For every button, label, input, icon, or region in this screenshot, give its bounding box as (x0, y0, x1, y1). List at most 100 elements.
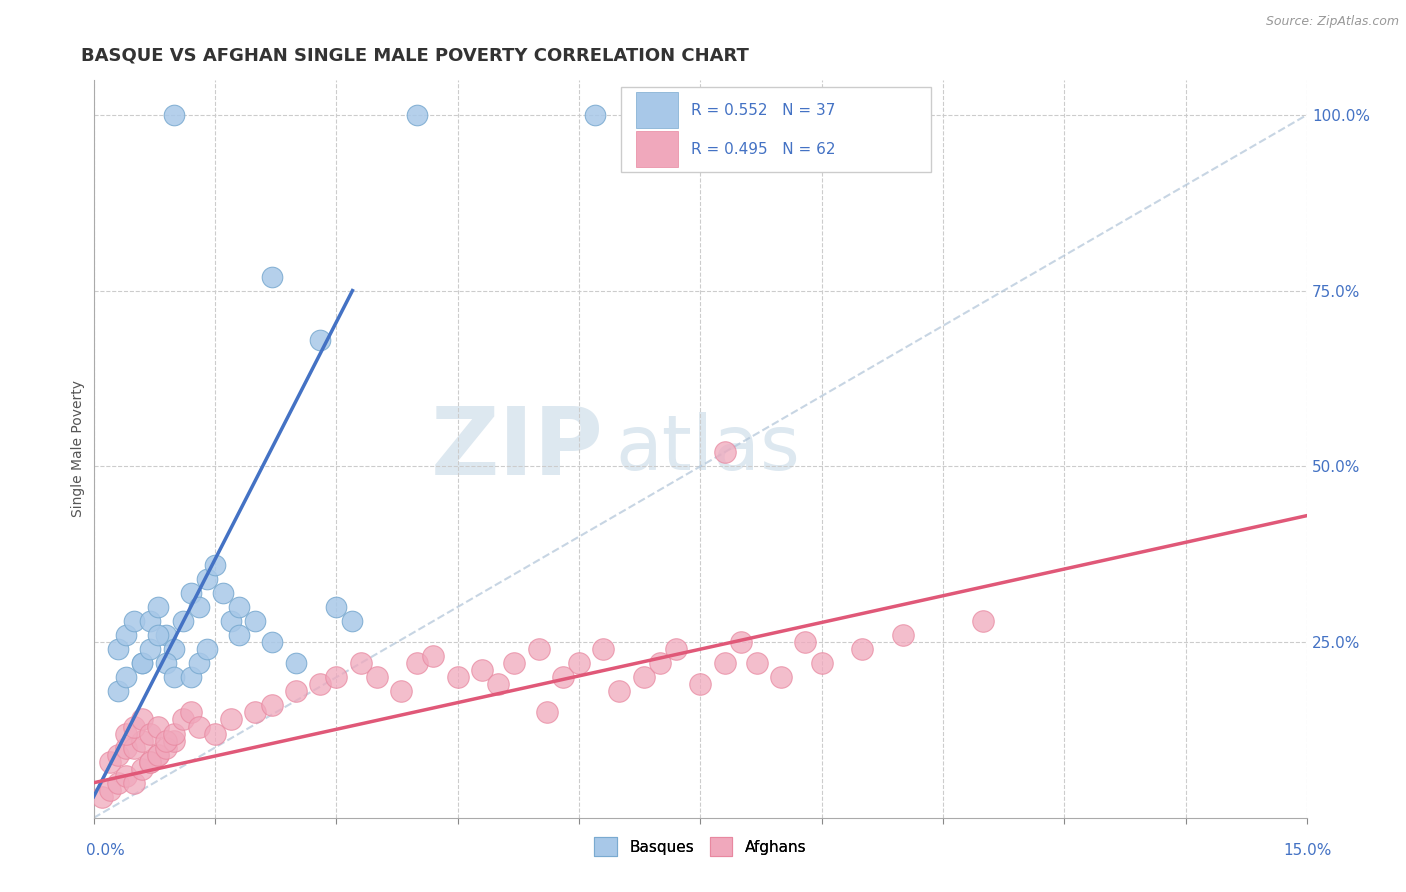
Point (245, 706, 267, 720)
Point (115, 740, 138, 755)
Point (148, 719, 170, 733)
Point (471, 663, 494, 677)
Point (260, 698, 283, 713)
Point (284, 684, 307, 698)
Text: BASQUE VS AFGHAN SINGLE MALE POVERTY CORRELATION CHART: BASQUE VS AFGHAN SINGLE MALE POVERTY COR… (82, 46, 749, 64)
Point (349, 657, 371, 671)
Point (155, 740, 177, 755)
Point (98, 755, 121, 769)
Point (228, 628, 250, 642)
Point (163, 642, 186, 657)
Y-axis label: Single Male Poverty: Single Male Poverty (72, 380, 86, 517)
Point (325, 670, 347, 684)
Point (115, 628, 138, 642)
Text: R = 0.552   N = 37: R = 0.552 N = 37 (690, 103, 835, 118)
Point (446, 670, 468, 684)
Point (115, 769, 138, 783)
Point (309, 333, 332, 347)
Text: 0.0%: 0.0% (86, 843, 125, 857)
Point (172, 713, 194, 727)
Point (122, 719, 145, 733)
Point (180, 706, 202, 720)
Point (245, 614, 267, 628)
FancyBboxPatch shape (636, 131, 679, 167)
Point (260, 635, 283, 649)
Point (342, 614, 364, 628)
Point (163, 733, 186, 747)
Point (745, 657, 768, 671)
Point (187, 599, 209, 614)
Point (592, 642, 614, 657)
Point (219, 713, 242, 727)
Point (486, 677, 509, 691)
Point (180, 670, 202, 684)
Point (536, 706, 558, 720)
Text: ZIP: ZIP (430, 403, 603, 495)
Point (730, 635, 752, 649)
Point (155, 657, 177, 671)
Point (115, 726, 138, 740)
Point (131, 657, 153, 671)
Point (212, 586, 235, 600)
Point (139, 642, 162, 657)
Point (810, 657, 832, 671)
Point (172, 614, 194, 628)
FancyBboxPatch shape (636, 93, 679, 128)
Point (309, 677, 332, 691)
Point (155, 733, 177, 747)
Point (713, 445, 735, 459)
Point (139, 755, 162, 769)
Point (180, 586, 202, 600)
Point (568, 657, 591, 671)
Point (406, 108, 429, 122)
Point (163, 726, 186, 740)
Point (794, 635, 817, 649)
Point (107, 747, 129, 762)
Point (163, 670, 186, 684)
Point (195, 572, 218, 586)
Legend: Basques, Afghans: Basques, Afghans (588, 831, 813, 862)
Point (689, 677, 711, 691)
Point (115, 670, 138, 684)
Point (713, 657, 735, 671)
Point (891, 628, 914, 642)
Point (131, 657, 153, 671)
Point (107, 684, 129, 698)
Point (90, 789, 112, 804)
Point (148, 628, 170, 642)
Point (107, 776, 129, 790)
Point (122, 776, 145, 790)
Point (163, 108, 186, 122)
Point (131, 762, 153, 776)
Point (219, 614, 242, 628)
Point (406, 657, 429, 671)
Point (107, 642, 129, 657)
Point (228, 599, 250, 614)
Text: R = 0.495   N = 62: R = 0.495 N = 62 (690, 142, 835, 157)
Point (187, 657, 209, 671)
Point (665, 642, 688, 657)
Point (122, 614, 145, 628)
Point (204, 726, 226, 740)
Point (195, 642, 218, 657)
Point (139, 726, 162, 740)
Point (633, 670, 655, 684)
Text: atlas: atlas (616, 412, 800, 486)
Point (770, 670, 793, 684)
Text: 15.0%: 15.0% (1284, 843, 1331, 857)
Point (139, 614, 162, 628)
Point (284, 657, 307, 671)
Point (204, 558, 226, 572)
Point (422, 649, 444, 664)
Point (148, 747, 170, 762)
Point (648, 657, 671, 671)
FancyBboxPatch shape (621, 87, 931, 172)
Point (389, 684, 412, 698)
Point (98, 782, 121, 797)
Point (148, 747, 170, 762)
Text: Source: ZipAtlas.com: Source: ZipAtlas.com (1265, 15, 1399, 28)
Point (260, 269, 283, 284)
Point (972, 614, 994, 628)
Point (609, 684, 631, 698)
Point (583, 108, 606, 122)
